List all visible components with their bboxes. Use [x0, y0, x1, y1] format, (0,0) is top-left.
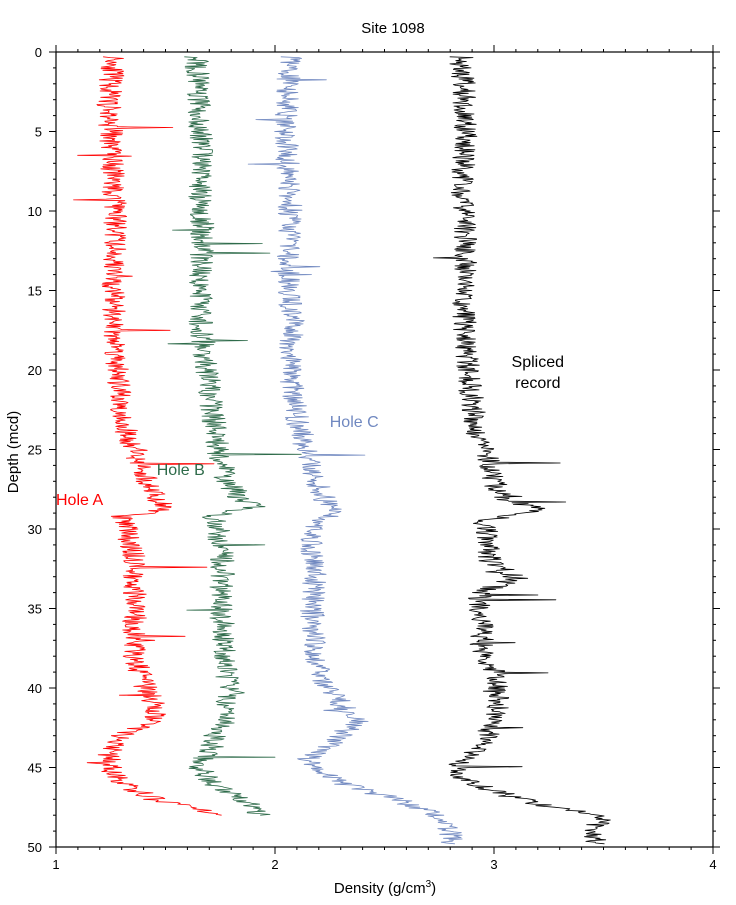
x-tick-label: 3 — [490, 857, 497, 872]
y-tick-label: 20 — [28, 363, 42, 378]
y-tick-label: 45 — [28, 761, 42, 776]
y-tick-label: 30 — [28, 522, 42, 537]
x-axis-title-superscript: 3 — [426, 879, 432, 890]
x-axis-title-end: ) — [431, 880, 436, 897]
series-labels: Hole A Hole B Hole C Spliced record — [56, 354, 564, 509]
series-line-hole-c — [247, 56, 463, 845]
x-tick-label: 1 — [52, 857, 59, 872]
y-tick-label: 40 — [28, 681, 42, 696]
y-tick-label: 5 — [35, 125, 42, 140]
series-label-hole-b: Hole B — [157, 462, 205, 479]
x-tick-label: 4 — [709, 857, 716, 872]
x-tick-label: 2 — [271, 857, 278, 872]
y-tick-label: 50 — [28, 840, 42, 855]
chart-title: Site 1098 — [361, 20, 424, 37]
series-line-hole-a — [73, 56, 222, 816]
series-layer — [73, 56, 611, 845]
series-label-spliced-record: Spliced record — [512, 354, 564, 392]
x-axis-title: Density (g/cm3) — [334, 879, 436, 897]
y-tick-label: 0 — [35, 45, 42, 60]
y-axis-title: Depth (mcd) — [5, 411, 22, 494]
series-label-hole-c: Hole C — [330, 414, 379, 431]
y-tick-label: 25 — [28, 443, 42, 458]
series-label-hole-a: Hole A — [56, 492, 103, 509]
y-tick-label: 35 — [28, 602, 42, 617]
series-label-line: record — [515, 375, 560, 392]
series-label-line: Spliced — [512, 354, 564, 371]
series-line-hole-b — [167, 56, 302, 816]
plot-frame — [55, 51, 714, 848]
y-tick-label: 10 — [28, 204, 42, 219]
y-tick-label: 15 — [28, 284, 42, 299]
x-axis-title-main: Density (g/cm — [334, 880, 426, 897]
series-line-spliced-record — [433, 56, 611, 845]
